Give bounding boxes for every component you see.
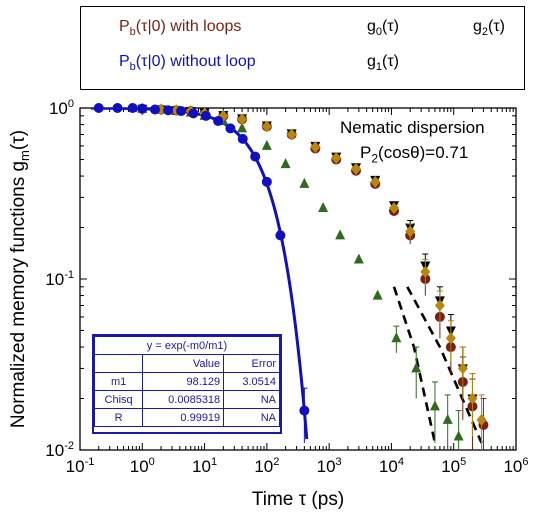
data-point [389,202,400,215]
data-point [299,405,310,416]
data-point [457,362,468,375]
data-point [318,202,329,213]
annotation-line1: Nematic dispersion [340,118,485,137]
data-point [275,230,286,241]
fit-row-error: NA [223,390,280,409]
legend-label-without-loop: Pb(τ|0) without loop [119,53,256,74]
fit-row-error: 3.0514 [223,372,280,391]
fit-header-value: Value [142,354,225,373]
data-point [188,108,199,119]
fit-row-label: Chisq [93,390,144,409]
annotation-order-parameter: P2(cosθ)=0.71 [360,143,469,166]
fit-header-error: Error [223,354,280,373]
legend-item-g1: g1(τ) [367,53,399,73]
y-tick-label: 10-2 [45,440,74,460]
data-point [286,128,297,141]
legend-label-g2: g2(τ) [473,18,506,39]
legend-label-g0: g0(τ) [367,18,400,39]
fit-curve-without-loop [90,108,309,440]
legend: Pb(τ|0) with loops Pb(τ|0) without loop … [80,6,525,90]
x-tick-label: 104 [379,456,404,476]
data-point [237,133,248,144]
fit-parameters-table: y = exp(-m0/m1) Value Error m1 98.129 3.… [92,334,282,434]
fit-row-label: R [93,408,144,427]
x-tick-label: 103 [317,456,342,476]
data-point [370,175,381,188]
data-point [429,400,440,411]
fit-row-error: NA [223,408,280,427]
x-tick-label: 106 [503,456,528,476]
data-point [445,332,456,345]
y-tick-label: 100 [49,98,74,118]
legend-label-with-loops: Pb(τ|0) with loops [119,18,242,39]
dashed-guide-line [392,286,437,444]
data-point [331,152,342,165]
dashed-guide-line [406,286,483,444]
data-point [163,105,174,116]
data-point [261,139,272,150]
data-point [237,113,248,126]
fit-row-value: 0.99919 [142,408,225,427]
data-point [280,158,291,169]
legend-item-with-loops: Pb(τ|0) with loops [119,18,241,38]
x-tick-label: 105 [441,456,466,476]
legend-item-without-loop: Pb(τ|0) without loop [119,53,256,73]
annotation-nematic: Nematic dispersion [340,118,485,138]
legend-label-g1: g1(τ) [367,53,400,74]
data-point [250,151,261,162]
x-axis-label: Time τ (ps) [252,489,344,510]
legend-item-g2: g2(τ) [473,18,505,38]
data-point [405,225,416,238]
x-tick-label: 101 [192,456,217,476]
data-point [310,141,321,154]
data-point [420,265,431,278]
data-point [434,299,445,312]
fit-row-value: 0.0085318 [142,390,225,409]
data-point [476,413,487,426]
data-point [353,253,364,264]
fit-equation: y = exp(-m0/m1) [94,336,280,355]
data-point [200,110,211,121]
y-axis-label: Normalized memory functions gm(τ) [8,130,32,428]
data-point [411,362,422,373]
data-point [453,430,464,441]
data-point [225,123,236,134]
fit-header-blank [93,354,144,373]
data-point [149,104,160,115]
data-point [372,289,383,300]
legend-item-g0: g0(τ) [367,18,399,38]
fit-row-label: m1 [93,372,144,391]
data-point [237,122,248,133]
data-point [261,176,272,187]
data-point [112,103,123,113]
x-tick-label: 10-1 [66,456,95,476]
data-point [137,103,148,114]
data-point [299,177,310,188]
data-point [261,120,272,133]
data-point [391,332,402,343]
y-tick-label: 10-1 [45,269,74,289]
data-point [176,106,187,117]
data-point [467,392,478,405]
x-tick-label: 102 [254,456,279,476]
data-point [213,115,224,126]
fit-row-value: 98.129 [142,372,225,391]
data-point [351,162,362,175]
data-point [93,103,104,113]
data-point [335,229,346,240]
data-point [442,413,453,424]
data-point [127,103,138,113]
x-tick-label: 100 [130,456,155,476]
